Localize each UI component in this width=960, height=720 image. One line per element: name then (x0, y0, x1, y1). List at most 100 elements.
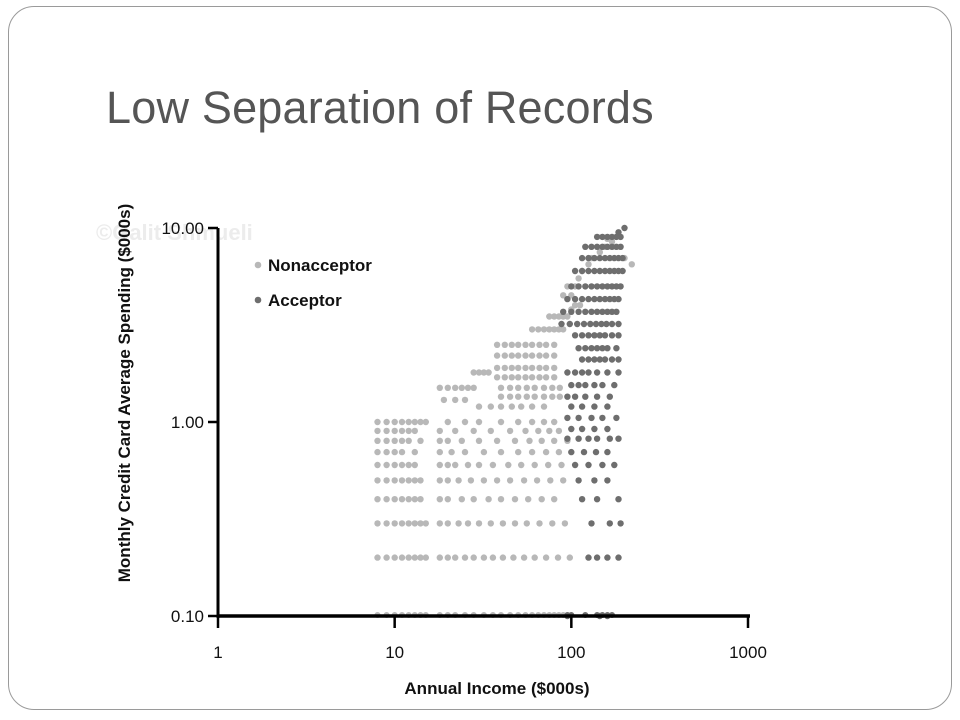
point-acceptor-85 (588, 345, 595, 352)
point-nonacceptor-98 (391, 496, 398, 503)
legend-marker-nonacceptor (254, 261, 262, 269)
point-acceptor-64 (613, 308, 620, 315)
point-acceptor-13 (608, 243, 616, 250)
point-nonacceptor-190 (536, 352, 543, 359)
point-acceptor-7 (615, 229, 622, 236)
point-nonacceptor-157 (452, 384, 459, 391)
point-nonacceptor-27 (522, 427, 529, 435)
point-nonacceptor-114 (383, 520, 390, 527)
point-nonacceptor-143 (452, 554, 459, 561)
point-nonacceptor-229 (540, 326, 548, 333)
point-acceptor-118 (604, 403, 611, 410)
point-acceptor-127 (604, 425, 611, 433)
point-nonacceptor-103 (436, 496, 443, 503)
point-nonacceptor-80 (391, 477, 398, 484)
slide-title: Low Separation of Records (106, 82, 654, 133)
point-nonacceptor-185 (501, 352, 508, 359)
point-acceptor-10 (593, 243, 601, 250)
point-acceptor-84 (582, 345, 589, 352)
point-nonacceptor-41 (493, 437, 501, 444)
point-nonacceptor-15 (551, 418, 558, 426)
point-nonacceptor-212 (506, 384, 514, 391)
point-nonacceptor-13 (528, 418, 536, 426)
point-nonacceptor-48 (383, 448, 390, 456)
point-acceptor-41 (604, 283, 611, 290)
point-acceptor-49 (591, 295, 598, 303)
point-acceptor-101 (593, 369, 601, 376)
point-acceptor-116 (578, 403, 586, 410)
point-acceptor-130 (585, 435, 592, 442)
point-nonacceptor-83 (411, 477, 418, 484)
point-acceptor-57 (575, 308, 582, 315)
point-nonacceptor-179 (522, 341, 529, 348)
point-nonacceptor-222 (523, 393, 530, 400)
point-nonacceptor-101 (411, 496, 418, 503)
point-acceptor-149 (606, 520, 613, 527)
point-acceptor-78 (591, 332, 598, 339)
point-nonacceptor-199 (536, 364, 543, 372)
point-nonacceptor-118 (411, 520, 418, 527)
point-acceptor-83 (575, 345, 582, 352)
point-acceptor-147 (615, 496, 622, 503)
point-nonacceptor-138 (411, 554, 418, 561)
point-acceptor-38 (588, 283, 595, 290)
point-acceptor-99 (578, 369, 586, 376)
point-nonacceptor-140 (422, 554, 429, 561)
point-nonacceptor-39 (458, 437, 465, 444)
legend-label-acceptor: Acceptor (268, 291, 342, 310)
point-nonacceptor-52 (436, 448, 443, 456)
point-nonacceptor-42 (511, 437, 519, 444)
point-nonacceptor-153 (554, 554, 562, 561)
point-acceptor-124 (568, 425, 575, 433)
point-nonacceptor-18 (391, 427, 398, 435)
point-acceptor-94 (601, 356, 609, 363)
point-acceptor-45 (564, 295, 571, 303)
point-nonacceptor-254 (576, 302, 584, 309)
point-nonacceptor-181 (536, 341, 543, 348)
point-nonacceptor-196 (515, 364, 522, 372)
point-acceptor-138 (571, 461, 579, 469)
point-nonacceptor-225 (549, 393, 556, 400)
point-nonacceptor-146 (480, 554, 488, 561)
point-acceptor-128 (564, 435, 571, 442)
point-nonacceptor-172 (475, 369, 483, 376)
point-nonacceptor-233 (560, 326, 567, 333)
point-nonacceptor-44 (538, 437, 545, 444)
point-nonacceptor-217 (549, 384, 556, 391)
point-nonacceptor-121 (436, 520, 443, 527)
point-acceptor-65 (558, 320, 565, 328)
point-nonacceptor-186 (508, 352, 515, 359)
point-nonacceptor-219 (497, 393, 505, 400)
point-nonacceptor-216 (540, 384, 548, 391)
point-nonacceptor-10 (475, 418, 483, 426)
point-acceptor-60 (593, 308, 601, 315)
point-nonacceptor-63 (391, 461, 398, 469)
point-acceptor-9 (588, 243, 595, 250)
point-nonacceptor-235 (551, 313, 558, 320)
point-acceptor-146 (593, 496, 601, 503)
point-acceptor-74 (615, 320, 622, 328)
point-nonacceptor-61 (374, 461, 381, 469)
point-acceptor-111 (571, 393, 579, 400)
point-nonacceptor-243 (575, 275, 582, 282)
y-tick-label-1: 1.00 (171, 413, 204, 432)
point-acceptor-30 (601, 267, 609, 275)
point-nonacceptor-176 (501, 341, 508, 348)
point-nonacceptor-218 (556, 384, 563, 391)
point-acceptor-71 (598, 320, 605, 328)
point-nonacceptor-125 (475, 520, 483, 527)
point-nonacceptor-86 (444, 477, 451, 484)
point-nonacceptor-223 (531, 393, 538, 400)
point-nonacceptor-57 (515, 448, 522, 456)
point-nonacceptor-231 (551, 326, 558, 333)
point-nonacceptor-0 (374, 418, 381, 426)
point-nonacceptor-71 (475, 461, 483, 469)
point-nonacceptor-65 (405, 461, 412, 469)
point-acceptor-115 (568, 403, 575, 410)
point-nonacceptor-158 (458, 384, 465, 391)
point-nonacceptor-230 (546, 326, 553, 333)
point-nonacceptor-30 (555, 427, 563, 435)
point-nonacceptor-142 (444, 554, 451, 561)
point-acceptor-59 (588, 308, 595, 315)
point-nonacceptor-150 (520, 554, 528, 561)
